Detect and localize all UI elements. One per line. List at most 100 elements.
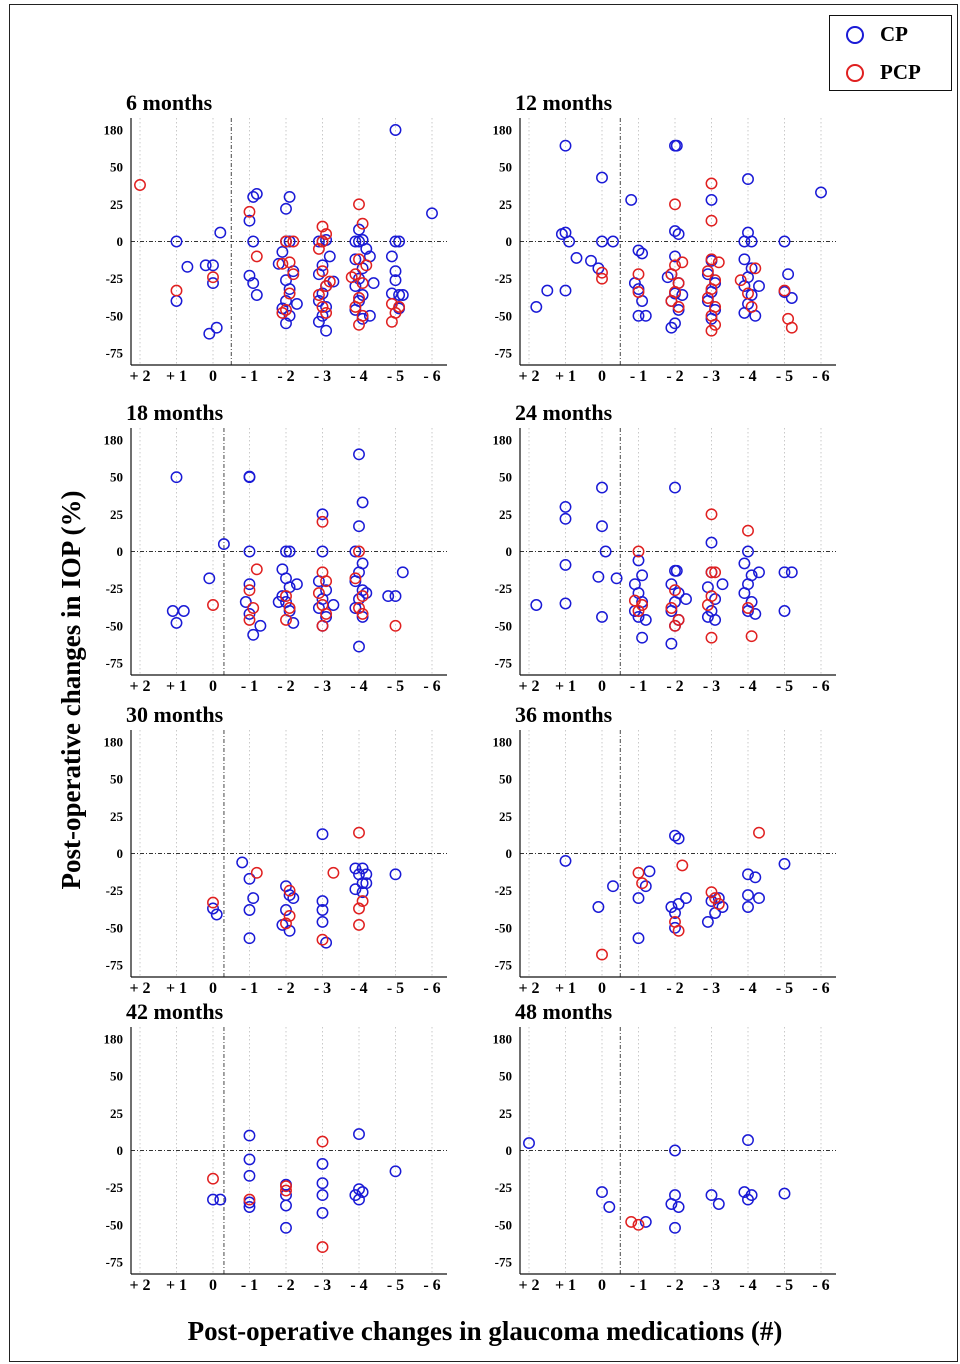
point-cp (669, 250, 681, 263)
x-tick-label: 0 (598, 368, 606, 385)
point-cp (778, 235, 791, 248)
point-cp (316, 508, 329, 521)
point-pcp (778, 284, 791, 297)
y-tick-label: 0 (506, 846, 513, 861)
panel-4: 180 50 25 0 -25 -50 -75 + 2 + 1 0 - 1 - 2 - 3 - 4 - 5 -… (493, 400, 836, 695)
point-cp (596, 481, 608, 494)
point-pcp (316, 933, 329, 946)
point-pcp (243, 584, 256, 597)
point-cp (247, 190, 260, 203)
x-tick-label: - 1 (630, 678, 647, 695)
x-tick-label: - 1 (630, 980, 647, 997)
point-pcp (280, 917, 292, 930)
y-tick-label: 0 (117, 544, 124, 559)
point-cp (170, 235, 183, 248)
point-pcp (353, 198, 365, 211)
point-cp (353, 1193, 365, 1206)
point-cp (712, 1198, 725, 1210)
point-pcp (669, 198, 681, 211)
point-cp (636, 247, 649, 260)
point-cp (312, 295, 325, 307)
point-cp (742, 1134, 754, 1147)
point-pcp (207, 1172, 219, 1185)
point-cp (283, 235, 296, 248)
figure-frame (9, 4, 958, 1362)
point-cp (243, 904, 256, 916)
x-tick-label: - 1 (241, 980, 258, 997)
x-tick-label: - 4 (350, 368, 367, 385)
point-cp (701, 915, 714, 928)
x-tick-label: - 2 (277, 678, 294, 695)
y-tick-label: 25 (499, 1106, 513, 1121)
x-tick-label: + 2 (518, 368, 539, 385)
point-cp (287, 892, 300, 905)
point-cp (243, 269, 256, 282)
x-tick-label: + 2 (518, 678, 539, 695)
point-pcp (320, 306, 333, 319)
x-tick-label: - 4 (350, 1277, 367, 1294)
y-tick-label: -25 (106, 581, 124, 596)
point-cp (701, 295, 714, 307)
point-cp (210, 321, 223, 334)
point-cp (669, 1221, 681, 1234)
point-cp (349, 883, 362, 896)
legend-cp-label: CP (880, 22, 908, 46)
y-tick-label: 0 (117, 1143, 124, 1158)
point-cp (243, 932, 256, 945)
point-cp (396, 566, 409, 579)
point-pcp (393, 300, 406, 313)
point-pcp (243, 1193, 256, 1206)
point-cp (276, 245, 289, 258)
panel-8: 180 50 25 0 -25 -50 -75 + 2 + 1 0 - 1 - 2 - 3 - 4 - 5 -… (493, 999, 836, 1294)
x-tick-label: - 2 (277, 1277, 294, 1294)
point-cp (349, 575, 362, 588)
y-tick-label: 0 (506, 1143, 513, 1158)
point-cp (283, 924, 296, 937)
x-tick-label: - 6 (812, 980, 829, 997)
x-tick-label: 0 (209, 980, 217, 997)
x-tick-label: - 5 (776, 1277, 793, 1294)
point-cp (353, 640, 365, 653)
point-pcp (672, 613, 685, 626)
x-tick-label: - 3 (314, 1277, 331, 1294)
legend-cp-marker-icon (846, 26, 864, 44)
point-cp (670, 564, 683, 577)
y-tick-label: -75 (495, 656, 513, 671)
point-cp (210, 908, 223, 921)
point-cp (530, 599, 543, 611)
point-cp (596, 520, 608, 533)
point-cp (280, 202, 292, 215)
y-tick-label: -50 (106, 920, 123, 935)
point-cp (276, 590, 289, 603)
x-tick-label: - 5 (387, 368, 404, 385)
x-tick-label: 0 (209, 368, 217, 385)
x-tick-label: 0 (209, 1277, 217, 1294)
point-cp (585, 254, 597, 267)
point-cp (669, 225, 681, 238)
panel-title: 36 months (515, 702, 613, 727)
point-cp (243, 1129, 256, 1142)
point-pcp (283, 287, 296, 300)
point-cp (349, 303, 362, 316)
point-pcp (709, 318, 722, 331)
point-cp (705, 193, 718, 206)
point-pcp (280, 303, 292, 316)
point-cp (214, 1193, 227, 1206)
point-cp (669, 481, 681, 494)
point-cp (669, 1144, 681, 1157)
point-cp (316, 915, 329, 928)
point-cp (280, 317, 292, 330)
point-cp (250, 289, 263, 301)
y-tick-label: 50 (110, 470, 123, 485)
point-pcp (705, 566, 718, 579)
point-pcp (356, 607, 369, 620)
point-pcp (283, 909, 296, 922)
point-pcp (705, 324, 718, 337)
x-tick-label: + 1 (555, 368, 576, 385)
point-pcp (316, 265, 329, 278)
y-tick-label: 50 (110, 772, 123, 787)
x-tick-label: - 3 (314, 368, 331, 385)
point-cp (393, 289, 406, 301)
point-cp (349, 235, 362, 248)
x-tick-label: - 4 (350, 980, 367, 997)
